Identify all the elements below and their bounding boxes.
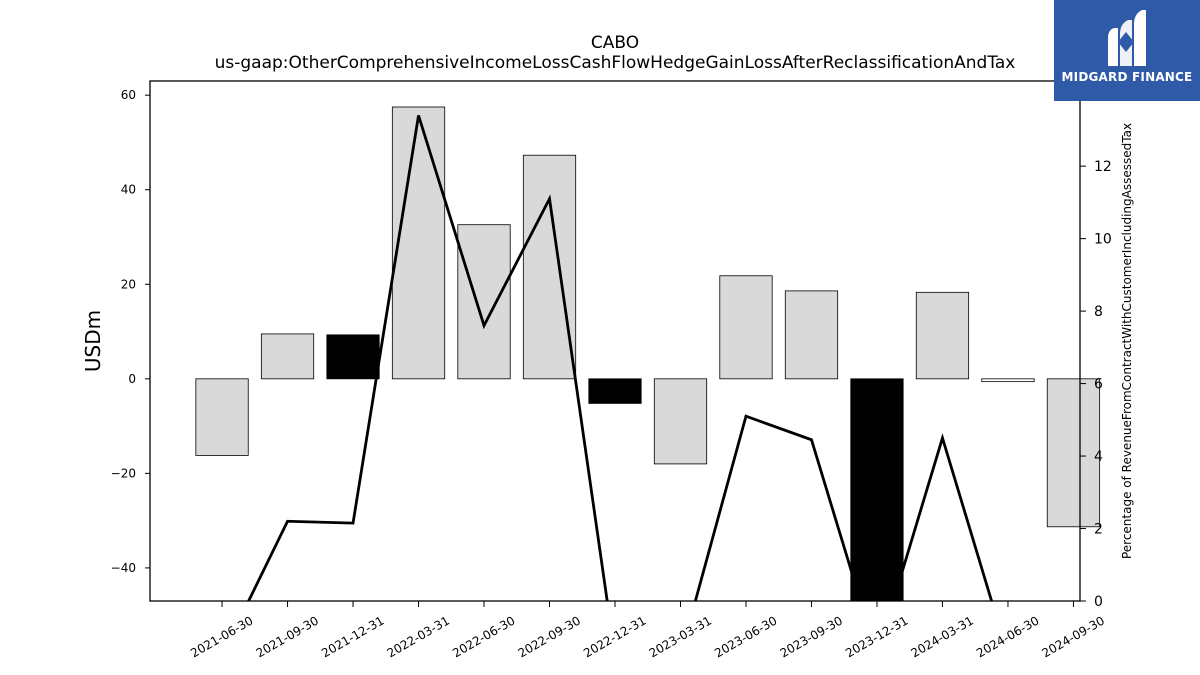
bar-2022-06-30 bbox=[457, 224, 511, 380]
bar-2022-12-31 bbox=[588, 378, 642, 404]
x-tick-label: 2024-06-30 bbox=[974, 613, 1041, 660]
bar-2022-03-31 bbox=[391, 106, 446, 380]
bars-layer bbox=[195, 106, 1101, 602]
right-tick-label: 10 bbox=[1094, 232, 1112, 248]
bar-2023-06-30 bbox=[719, 275, 773, 380]
x-tick-label: 2021-12-31 bbox=[319, 613, 386, 660]
x-tick-label: 2022-06-30 bbox=[450, 613, 517, 660]
brand-logo: MIDGARD FINANCE bbox=[1054, 0, 1200, 101]
bar-2021-12-31 bbox=[326, 334, 380, 380]
right-axis: 02468101214 bbox=[1080, 87, 1112, 610]
right-tick-label: 8 bbox=[1094, 304, 1103, 320]
x-tick-label: 2023-09-30 bbox=[778, 613, 845, 660]
left-tick-label: 60 bbox=[121, 88, 136, 102]
right-tick-label: 6 bbox=[1094, 377, 1103, 393]
bar-2023-12-31 bbox=[850, 378, 904, 602]
y2-axis-label: Percentage of RevenueFromContractWithCus… bbox=[1120, 123, 1134, 559]
left-tick-label: 40 bbox=[121, 183, 136, 197]
x-axis: 2021-06-302021-09-302021-12-312022-03-31… bbox=[188, 601, 1107, 660]
logo-text: MIDGARD FINANCE bbox=[1061, 70, 1193, 84]
y-axis-label: USDm bbox=[81, 310, 105, 372]
right-tick-label: 4 bbox=[1094, 449, 1103, 465]
left-tick-label: −40 bbox=[111, 561, 136, 575]
x-tick-label: 2024-03-31 bbox=[909, 613, 976, 660]
right-tick-label: 2 bbox=[1094, 522, 1103, 538]
chart-title: CABO bbox=[591, 33, 639, 53]
chart-subtitle: us-gaap:OtherComprehensiveIncomeLossCash… bbox=[215, 53, 1016, 73]
x-tick-label: 2022-03-31 bbox=[385, 613, 452, 660]
line-series-revenue-percentage bbox=[247, 115, 994, 601]
x-tick-label: 2023-06-30 bbox=[712, 613, 779, 660]
bar-2024-09-30 bbox=[1046, 378, 1101, 528]
x-tick-label: 2022-12-31 bbox=[581, 613, 648, 660]
bar-2023-09-30 bbox=[784, 290, 839, 380]
bar-2024-03-31 bbox=[915, 291, 970, 380]
left-tick-label: −20 bbox=[111, 466, 136, 480]
bar-2021-09-30 bbox=[260, 333, 315, 380]
bar-2023-03-31 bbox=[653, 378, 708, 465]
x-tick-label: 2023-12-31 bbox=[843, 613, 910, 660]
x-tick-label: 2023-03-31 bbox=[647, 613, 714, 660]
bar-2022-09-30 bbox=[522, 154, 577, 380]
bar-2021-06-30 bbox=[195, 378, 249, 456]
x-tick-label: 2021-09-30 bbox=[254, 613, 321, 660]
left-tick-label: 20 bbox=[121, 277, 136, 291]
logo-mark-icon bbox=[1108, 10, 1146, 66]
bar-2024-06-30 bbox=[981, 378, 1035, 383]
x-tick-label: 2021-06-30 bbox=[188, 613, 255, 660]
line-layer bbox=[247, 115, 994, 601]
left-axis: −40 −20 0 20 40 60 bbox=[111, 88, 150, 575]
left-tick-label: 0 bbox=[128, 372, 136, 386]
right-tick-label: 0 bbox=[1094, 594, 1103, 610]
x-tick-label: 2022-09-30 bbox=[516, 613, 583, 660]
x-tick-label: 2024-09-30 bbox=[1040, 613, 1107, 660]
right-tick-label: 12 bbox=[1094, 159, 1112, 175]
